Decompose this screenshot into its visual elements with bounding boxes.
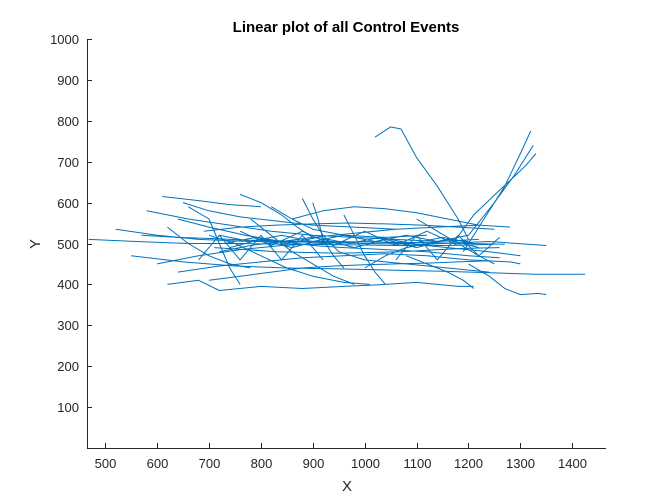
- y-tick-label: 600: [57, 196, 79, 211]
- y-tick-label: 900: [57, 73, 79, 88]
- x-axis-label: X: [342, 478, 352, 495]
- series-line-26: [141, 234, 505, 245]
- y-tick-label: 300: [57, 318, 79, 333]
- y-tick-label: 100: [57, 400, 79, 415]
- series-line-27: [224, 236, 474, 244]
- series-line-35: [250, 218, 355, 285]
- x-tick-label: 700: [199, 456, 221, 471]
- series-line-5: [162, 196, 261, 208]
- x-tick-label: 500: [95, 456, 117, 471]
- series-line-34: [343, 214, 386, 285]
- series-line-39: [364, 238, 469, 269]
- tick-labels: 500 600 700 800 900 1000 1100 1200 1300 1400 100 20…: [50, 32, 587, 471]
- series-line-36: [416, 218, 495, 265]
- x-tick-label: 1100: [404, 456, 432, 471]
- series-line-19: [182, 202, 396, 230]
- series-line-31: [198, 234, 324, 261]
- y-tick-label: 1000: [50, 32, 79, 47]
- axes: [87, 39, 606, 449]
- series-line-6: [177, 218, 500, 259]
- series-line-24: [406, 255, 475, 289]
- x-tick-label: 1400: [558, 456, 587, 471]
- series-line-38: [167, 226, 251, 269]
- series-line-29: [229, 238, 479, 249]
- series-line-12: [208, 234, 370, 285]
- x-tick-label: 800: [251, 456, 273, 471]
- series-line-25: [208, 260, 490, 281]
- series-line-23: [468, 263, 547, 296]
- y-tick-label: 400: [57, 277, 79, 292]
- series-line-22: [291, 206, 479, 226]
- series-line-17: [203, 222, 495, 232]
- x-tick-label: 1200: [454, 456, 483, 471]
- x-tick-label: 1300: [506, 456, 535, 471]
- y-tick-label: 700: [57, 155, 79, 170]
- y-axis-label: Y: [27, 239, 44, 249]
- chart-title: Linear plot of all Control Events: [233, 19, 460, 36]
- series-line-20: [239, 193, 314, 238]
- series-line-32: [395, 234, 500, 261]
- y-tick-label: 200: [57, 359, 79, 374]
- series-line-3: [131, 255, 586, 275]
- x-tick-label: 900: [303, 456, 325, 471]
- x-tick-label: 1000: [351, 456, 380, 471]
- series-line-18: [214, 247, 500, 254]
- series-line-21: [270, 206, 427, 238]
- series-line-11: [452, 153, 537, 244]
- y-tick-label: 800: [57, 114, 79, 129]
- plot-area: [88, 126, 586, 296]
- series-line-9: [462, 130, 532, 252]
- x-tick-label: 600: [147, 456, 169, 471]
- series-line-37: [312, 202, 345, 269]
- y-tick-label: 500: [57, 237, 79, 252]
- series-line-4: [167, 279, 474, 291]
- series-line-30: [239, 230, 459, 246]
- series-line-33: [187, 206, 241, 285]
- series-line-13: [219, 224, 511, 253]
- series-line-10: [468, 145, 534, 236]
- series-line-8: [374, 126, 469, 240]
